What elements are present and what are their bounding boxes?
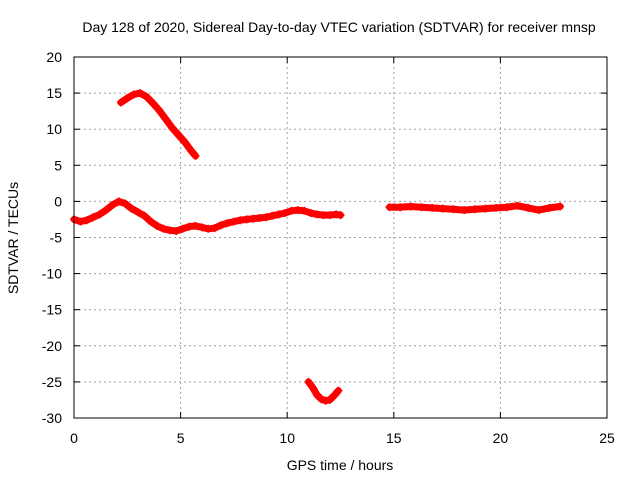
data-point <box>123 94 132 103</box>
data-point <box>274 210 283 219</box>
data-point <box>121 199 130 208</box>
data-point <box>180 138 189 147</box>
data-point <box>460 206 469 215</box>
data-point <box>191 151 200 160</box>
grid <box>74 57 607 418</box>
data-point <box>82 216 91 225</box>
data-point <box>108 201 117 209</box>
data-point <box>513 201 522 210</box>
y-tick-label: 20 <box>46 49 62 65</box>
data-point <box>534 206 543 215</box>
data-point <box>261 213 270 222</box>
data-point <box>236 216 245 225</box>
data-point <box>134 208 142 217</box>
y-tick-label: -20 <box>42 338 62 354</box>
data-point <box>300 206 309 215</box>
y-tick-label: 15 <box>46 85 62 101</box>
data-point <box>229 217 238 226</box>
data-point <box>281 209 290 217</box>
data-point <box>306 209 315 217</box>
plot-frame <box>73 56 608 419</box>
data-point <box>268 211 277 220</box>
series-segment-1 <box>70 197 345 235</box>
data-point <box>102 206 110 215</box>
data-point <box>217 221 226 230</box>
x-axis-label: GPS time / hours <box>287 457 394 473</box>
data-point <box>174 131 183 139</box>
chart-title: Day 128 of 2020, Sidereal Day-to-day VTE… <box>82 19 595 35</box>
y-tick-label: -10 <box>42 266 62 282</box>
data-point <box>334 386 343 395</box>
data-point <box>142 92 151 101</box>
x-tick-label: 25 <box>599 430 615 446</box>
data-point <box>545 203 554 212</box>
data-point <box>524 203 533 212</box>
data-series <box>70 89 565 405</box>
data-point <box>127 204 136 213</box>
data-point <box>178 224 187 233</box>
y-tick-label: -15 <box>42 302 62 318</box>
data-point <box>449 205 458 214</box>
data-point <box>197 223 206 232</box>
series-segment-3 <box>304 377 343 405</box>
data-point <box>492 203 501 212</box>
data-point <box>470 205 479 214</box>
data-point <box>304 377 313 386</box>
data-point <box>308 383 317 392</box>
y-tick-label: -5 <box>50 230 63 246</box>
data-point <box>396 203 405 212</box>
data-point <box>153 221 162 230</box>
data-point <box>187 146 196 155</box>
data-point <box>325 395 334 404</box>
data-point <box>406 202 415 211</box>
x-tick-label: 0 <box>70 430 78 446</box>
data-point <box>502 203 511 212</box>
data-point <box>336 211 345 220</box>
data-point <box>210 224 219 233</box>
data-point <box>140 211 149 220</box>
x-tick-label: 20 <box>493 430 509 446</box>
data-point <box>321 396 330 405</box>
data-point <box>481 204 490 213</box>
data-point <box>168 123 177 132</box>
data-point <box>438 204 447 213</box>
data-point <box>148 99 157 108</box>
data-point <box>155 106 164 115</box>
data-point <box>116 98 125 107</box>
data-point <box>417 203 426 212</box>
data-point <box>159 224 168 233</box>
data-point <box>89 213 98 222</box>
x-tick-label: 5 <box>177 430 185 446</box>
data-point <box>129 90 138 99</box>
y-tick-label: -30 <box>42 410 62 426</box>
data-point <box>317 395 326 404</box>
y-tick-label: 10 <box>46 121 62 137</box>
series-segment-2 <box>116 89 200 160</box>
data-point <box>185 222 194 231</box>
data-point <box>76 217 85 226</box>
data-point <box>313 390 321 399</box>
x-tick-label: 10 <box>279 430 295 446</box>
data-point <box>223 219 232 228</box>
y-tick-label: 5 <box>54 157 62 173</box>
y-tick-label: -25 <box>42 374 62 390</box>
data-point <box>556 202 565 211</box>
data-point <box>330 391 339 400</box>
y-axis-label: SDTVAR / TECUs <box>5 182 21 294</box>
data-point <box>114 197 123 206</box>
data-point <box>191 221 200 230</box>
x-tick-label: 15 <box>386 430 402 446</box>
series-segment-4 <box>385 201 565 215</box>
data-point <box>95 210 104 219</box>
y-tick-label: 0 <box>54 193 62 209</box>
data-point <box>146 217 155 226</box>
data-point <box>385 203 394 212</box>
data-point <box>161 115 170 124</box>
data-point <box>428 203 437 212</box>
data-point <box>136 89 145 98</box>
tick-labels: 0 5 10 15 20 25 -30 -25 -20 -15 -10 -5 0 5 10 15 20 <box>42 49 615 446</box>
data-point <box>172 227 181 235</box>
